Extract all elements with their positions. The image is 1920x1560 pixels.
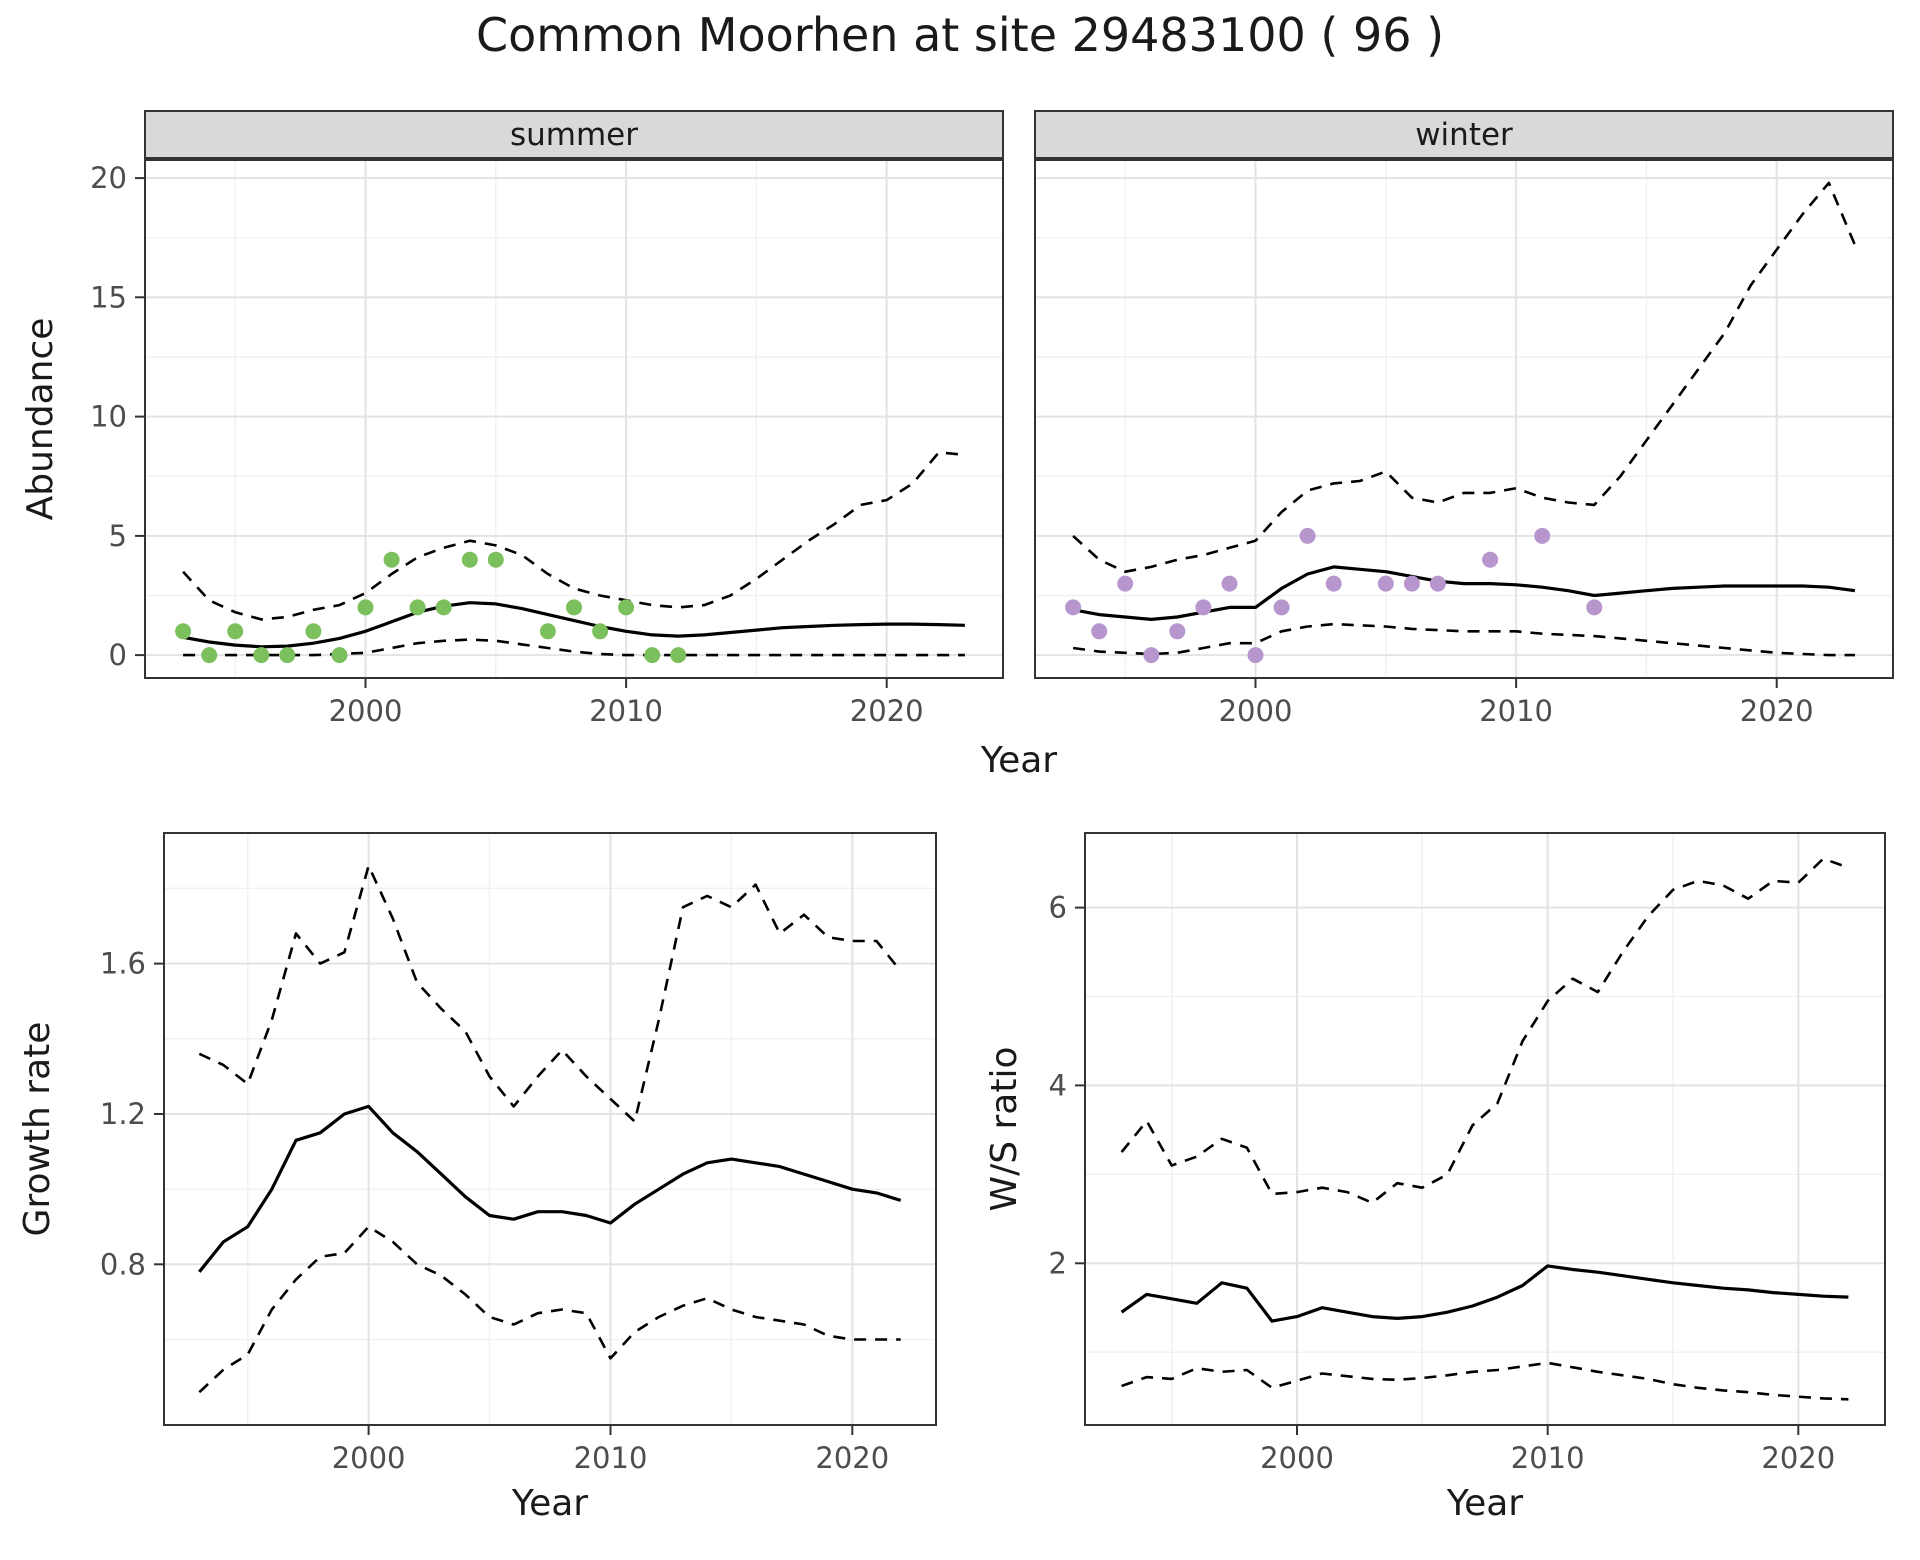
svg-text:2: 2 (1049, 1246, 1067, 1280)
svg-text:2000: 2000 (329, 694, 403, 728)
abundance-summer-points (175, 551, 687, 664)
svg-text:0.8: 0.8 (100, 1247, 146, 1281)
abundance-summer-ci-upper (182, 451, 966, 621)
growth-rate-fit (198, 1104, 902, 1273)
grid-minor (1034, 159, 1894, 679)
svg-text:2000: 2000 (1219, 694, 1293, 728)
abundance-winter-ci-lower (1072, 622, 1855, 657)
svg-text:2000: 2000 (332, 1441, 406, 1475)
abundance-summer-fit (182, 601, 965, 649)
panel-border (163, 832, 937, 1426)
facet-strip-summer: summer (144, 110, 1004, 159)
svg-text:1.6: 1.6 (100, 947, 146, 981)
svg-text:2020: 2020 (1740, 694, 1814, 728)
abundance-summer-ci-lower (183, 638, 965, 657)
growth-y-axis-title: Growth rate (16, 1021, 58, 1237)
axis-ticks: 2000 2010 2020 0 5 10 15 20 (90, 161, 924, 728)
ratio-x-axis-title: Year (1446, 1482, 1524, 1524)
svg-text:2010: 2010 (1479, 694, 1553, 728)
svg-text:2020: 2020 (815, 1441, 889, 1475)
svg-text:2020: 2020 (850, 694, 924, 728)
svg-text:1.2: 1.2 (100, 1097, 146, 1131)
svg-text:2010: 2010 (574, 1441, 648, 1475)
grid-major (1034, 159, 1894, 679)
ws-ratio-ci-lower (1121, 1361, 1849, 1401)
growth-rate-ci-upper (198, 864, 902, 1123)
svg-text:6: 6 (1049, 891, 1067, 925)
facet-strip-winter-label: winter (1415, 116, 1513, 153)
svg-text:2000: 2000 (1260, 1441, 1334, 1475)
abundance-winter-fit (1072, 565, 1856, 621)
abundance-winter-points (1065, 527, 1603, 664)
svg-text:2010: 2010 (1511, 1441, 1585, 1475)
svg-text:10: 10 (90, 400, 127, 434)
plot-title: Common Moorhen at site 29483100 ( 96 ) (475, 8, 1445, 62)
abundance-x-axis-title: Year (980, 739, 1058, 781)
ws-ratio-ci-upper (1120, 857, 1849, 1205)
svg-text:15: 15 (90, 280, 127, 314)
grid-minor (1084, 832, 1886, 1426)
svg-text:20: 20 (90, 161, 127, 195)
svg-text:4: 4 (1049, 1068, 1067, 1102)
growth-rate-ci-lower (198, 1225, 901, 1394)
panel-border (1084, 832, 1886, 1426)
abundance-winter-ci-upper (1072, 181, 1857, 574)
svg-text:2020: 2020 (1761, 1441, 1835, 1475)
svg-text:0: 0 (109, 638, 127, 672)
grid-minor (144, 159, 1004, 679)
ratio-y-axis-title: W/S ratio (983, 1046, 1025, 1212)
svg-text:5: 5 (109, 519, 127, 553)
ws-ratio-fit (1120, 1264, 1849, 1323)
grid-minor (163, 832, 937, 1426)
abundance-summer-chart: 2000 2010 2020 0 5 10 15 20 (90, 159, 1004, 728)
axis-ticks: 2000 2010 2020 2 4 6 (1049, 891, 1836, 1475)
grid-major (1084, 832, 1886, 1426)
axis-ticks: 2000 2010 2020 0.8 1.2 1.6 (100, 947, 889, 1475)
svg-text:2010: 2010 (589, 694, 663, 728)
panel-border (144, 159, 1004, 679)
abundance-winter-chart: 2000 2010 2020 (1034, 159, 1894, 728)
facet-strip-summer-label: summer (509, 116, 638, 153)
axis-ticks: 2000 2010 2020 (1219, 679, 1814, 728)
abundance-y-axis-title: Abundance (19, 317, 61, 521)
facet-strip-winter: winter (1034, 110, 1894, 159)
panel-border (1034, 159, 1894, 679)
growth-rate-chart: 2000 2010 2020 0.8 1.2 1.6 (100, 832, 937, 1475)
grid-major (163, 832, 937, 1426)
ws-ratio-chart: 2000 2010 2020 2 4 6 (1049, 832, 1886, 1475)
grid-major (144, 159, 1004, 679)
growth-x-axis-title: Year (511, 1482, 589, 1524)
